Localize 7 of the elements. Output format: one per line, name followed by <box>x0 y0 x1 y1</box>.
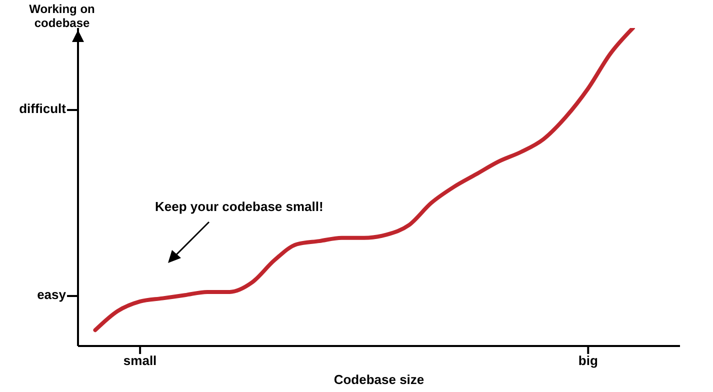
x-tick-label: small <box>123 353 157 368</box>
annotation: Keep your codebase small! <box>155 199 324 214</box>
text: easy <box>37 287 66 302</box>
y-axis-title: Working on codebase <box>28 2 96 30</box>
x-axis-title: Codebase size <box>334 372 424 387</box>
text: difficult <box>19 101 66 116</box>
x-tick-label: big <box>578 353 598 368</box>
